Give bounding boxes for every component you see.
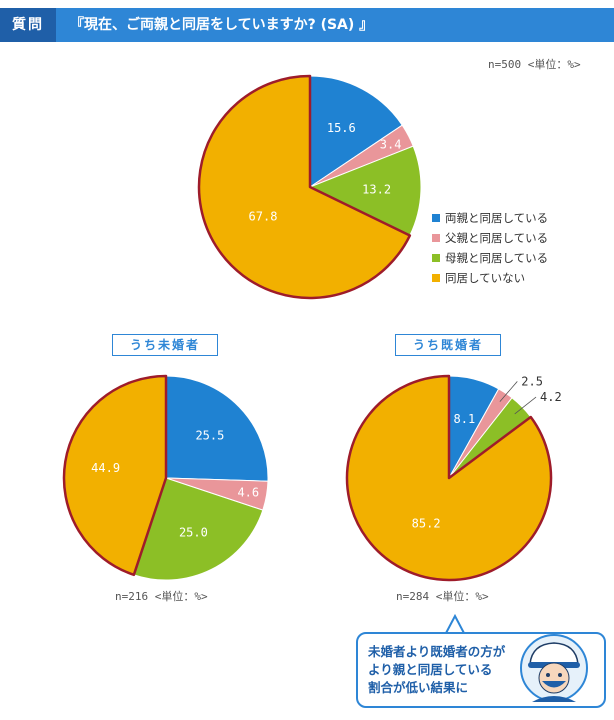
slice-not-living-together [197, 74, 412, 300]
slice-value-label: 8.1 [454, 412, 476, 426]
slice-value-label: 13.2 [362, 183, 391, 197]
legend-swatch [432, 214, 440, 222]
slice-value-label: 2.5 [521, 374, 543, 388]
slice-not-living-together [62, 374, 168, 577]
legend-swatch [432, 274, 440, 282]
slice-not-living-together [345, 374, 553, 582]
slice-value-label: 4.2 [540, 390, 562, 404]
legend-label: 母親と同居している [445, 251, 549, 265]
question-title: 『現在、ご両親と同居をしていますか? (SA) 』 [70, 17, 374, 33]
slice-both-parents [165, 375, 269, 482]
callout-text: 未婚者より既婚者の方が より親と同居している 割合が低い結果に [368, 644, 506, 695]
slice-value-label: 67.8 [249, 209, 278, 223]
mascot-icon [520, 634, 588, 702]
question-tag: 質問 [0, 8, 56, 42]
subtitle-married: うち既婚者 [395, 334, 501, 356]
legend-item: 母親と同居している [432, 248, 548, 268]
legend-swatch [432, 254, 440, 262]
legend-item: 父親と同居している [432, 228, 548, 248]
legend-item: 両親と同居している [432, 208, 548, 228]
leader-line [499, 381, 518, 402]
question-header: 質問 『現在、ご両親と同居をしていますか? (SA) 』 [0, 8, 614, 42]
slice-value-label: 4.6 [237, 486, 259, 500]
leader-line [514, 396, 537, 415]
legend-label: 父親と同居している [445, 231, 549, 245]
sample-note-married: n=284 <単位：%> [396, 590, 489, 603]
slice-value-label: 25.0 [179, 526, 208, 540]
slice-value-label: 85.2 [412, 517, 441, 531]
pie-chart-total: 15.6 3.4 13.2 67.8 [197, 74, 422, 300]
legend-label: 同居していない [445, 271, 526, 285]
legend-item: 同居していない [432, 268, 548, 288]
sample-note-total: n=500 <単位：%> [488, 58, 581, 71]
slice-both-parents [309, 75, 403, 188]
legend-swatch [432, 234, 440, 242]
slice-value-label: 44.9 [91, 461, 120, 475]
slice-mother-only [133, 477, 264, 581]
pie-chart-married: 8.1 2.5 4.2 85.2 [345, 374, 562, 582]
legend-label: 両親と同居している [445, 211, 549, 225]
slice-mother-only [309, 145, 422, 237]
pie-chart-unmarried: 25.5 4.6 25.0 44.9 [62, 374, 269, 581]
slice-value-label: 15.6 [327, 121, 356, 135]
sample-note-unmarried: n=216 <単位：%> [115, 590, 208, 603]
subtitle-unmarried: うち未婚者 [112, 334, 218, 356]
legend: 両親と同居している 父親と同居している 母親と同居している 同居していない [432, 208, 548, 288]
slice-value-label: 3.4 [380, 138, 402, 152]
slice-value-label: 25.5 [195, 428, 224, 442]
